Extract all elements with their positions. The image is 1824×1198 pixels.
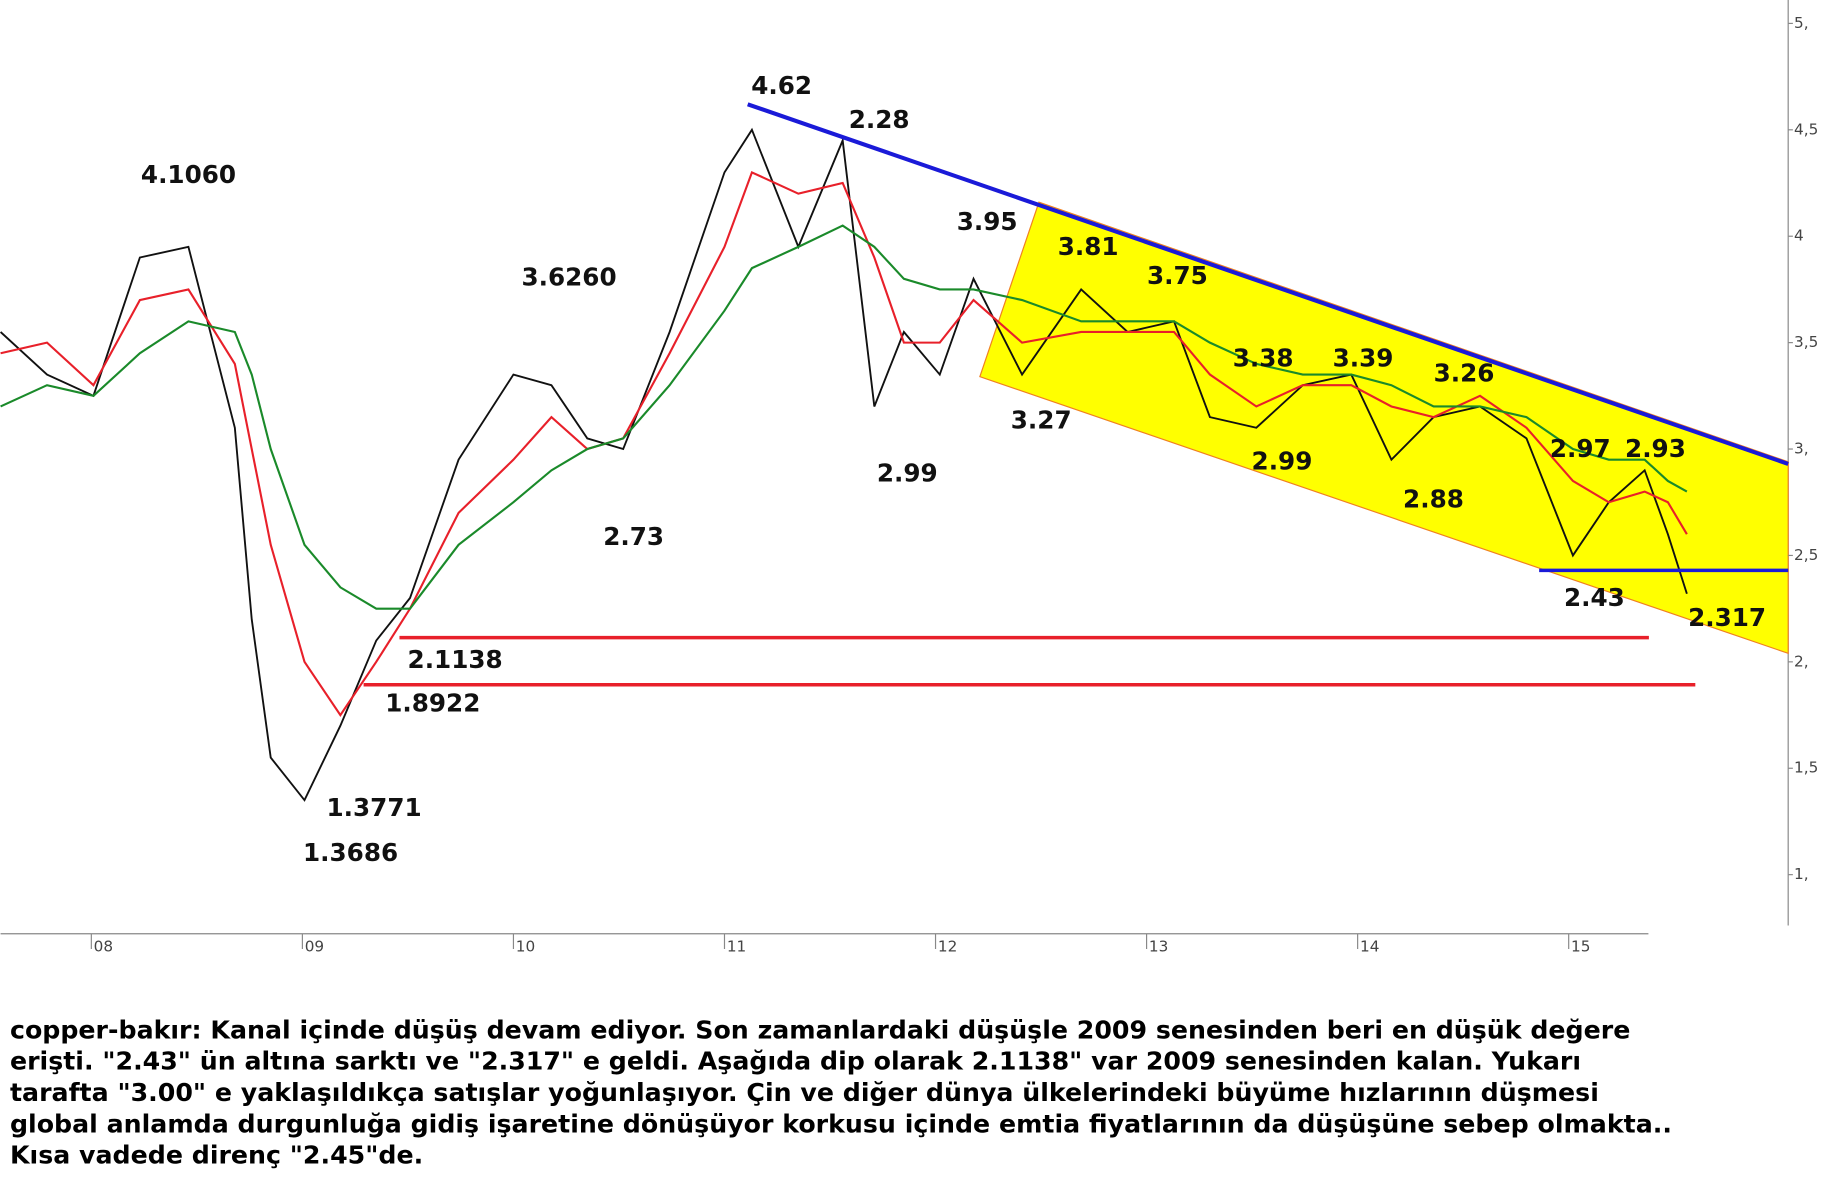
price-annotation: 2.28 — [849, 105, 910, 134]
y-tick-label: 1, — [1794, 865, 1809, 883]
x-tick-label: 13 — [1149, 937, 1168, 955]
price-annotation: 3.81 — [1058, 232, 1119, 261]
price-annotation: 1.3771 — [326, 793, 421, 822]
description-line: tarafta "3.00" e yaklaşıldıkça satışlar … — [10, 1078, 1599, 1107]
x-tick-label: 08 — [94, 937, 113, 955]
price-annotation: 1.8922 — [385, 689, 480, 718]
y-tick-label: 2, — [1794, 652, 1809, 670]
price-annotation: 2.317 — [1688, 603, 1766, 632]
description-line: Kısa vadede direnç "2.45"de. — [10, 1141, 423, 1170]
price-annotation: 3.38 — [1233, 343, 1294, 372]
price-annotation: 3.39 — [1333, 343, 1394, 372]
x-tick-label: 09 — [305, 937, 324, 955]
price-annotation: 2.93 — [1625, 434, 1686, 463]
x-tick-label: 10 — [516, 937, 535, 955]
price-annotation: 2.88 — [1403, 484, 1464, 513]
price-annotation: 2.1138 — [408, 645, 503, 674]
price-line — [0, 170, 1688, 717]
x-tick-label: 14 — [1360, 937, 1379, 955]
price-annotation: 3.27 — [1011, 406, 1072, 435]
price-annotation: 3.95 — [957, 207, 1018, 236]
price-annotation: 1.3686 — [303, 838, 398, 867]
y-tick-label: 1,5 — [1794, 759, 1818, 777]
description-line: copper-bakır: Kanal içinde düşüş devam e… — [10, 1015, 1630, 1044]
description-line: global anlamda durgunluğa gidiş işaretin… — [10, 1109, 1672, 1138]
trendline — [747, 102, 1789, 466]
y-tick-label: 4 — [1794, 227, 1804, 245]
description-line: erişti. "2.43" ün altına sarktı ve "2.31… — [10, 1047, 1581, 1076]
x-tick-label: 15 — [1571, 937, 1590, 955]
price-annotation: 3.75 — [1147, 261, 1208, 290]
y-tick-label: 3,5 — [1794, 333, 1818, 351]
price-annotation: 4.1060 — [141, 160, 236, 189]
price-annotation: 2.99 — [1252, 447, 1313, 476]
x-tick-label: 11 — [727, 937, 746, 955]
price-line — [0, 224, 1688, 610]
price-annotation: 3.6260 — [521, 262, 616, 291]
x-tick-label: 12 — [938, 937, 957, 955]
price-annotation: 2.99 — [877, 459, 938, 488]
price-annotation: 3.26 — [1434, 359, 1495, 388]
y-tick-label: 5, — [1794, 14, 1809, 32]
price-annotation: 2.97 — [1550, 434, 1611, 463]
price-annotation: 2.43 — [1564, 583, 1625, 612]
y-tick-label: 4,5 — [1794, 120, 1818, 138]
channel — [979, 201, 1789, 655]
price-annotation: 4.62 — [751, 71, 812, 100]
y-tick-label: 3, — [1794, 440, 1809, 458]
y-tick-label: 2,5 — [1794, 546, 1818, 564]
price-annotation: 2.73 — [603, 522, 664, 551]
